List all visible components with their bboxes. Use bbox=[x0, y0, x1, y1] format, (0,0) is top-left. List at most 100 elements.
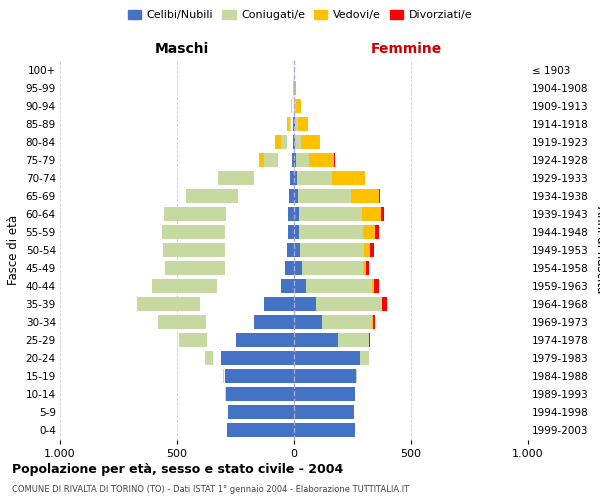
Bar bbox=[205, 350, 213, 366]
Bar bbox=[215, 224, 219, 240]
Bar bbox=[221, 350, 294, 366]
Bar bbox=[364, 242, 370, 258]
Bar bbox=[380, 206, 384, 222]
Bar bbox=[207, 278, 211, 293]
Bar bbox=[300, 242, 364, 258]
Bar bbox=[227, 422, 294, 438]
Bar bbox=[158, 314, 206, 330]
Bar bbox=[294, 296, 316, 312]
Bar bbox=[220, 224, 223, 240]
Bar bbox=[370, 242, 374, 258]
Bar bbox=[294, 170, 297, 186]
Bar bbox=[254, 314, 294, 330]
Bar bbox=[295, 98, 296, 114]
Bar bbox=[294, 242, 300, 258]
Bar bbox=[291, 98, 292, 114]
Bar bbox=[225, 368, 294, 384]
Bar bbox=[275, 134, 281, 150]
Bar bbox=[302, 260, 363, 276]
Bar bbox=[356, 368, 357, 384]
Bar bbox=[221, 242, 223, 258]
Bar bbox=[296, 152, 309, 168]
Bar bbox=[289, 116, 291, 132]
Bar bbox=[203, 314, 205, 330]
Bar bbox=[309, 152, 334, 168]
Bar bbox=[223, 368, 224, 384]
Bar bbox=[332, 170, 365, 186]
Bar bbox=[294, 350, 359, 366]
Bar bbox=[164, 206, 226, 222]
Bar bbox=[294, 368, 356, 384]
Bar bbox=[281, 134, 287, 150]
Bar bbox=[289, 188, 294, 204]
Bar bbox=[299, 206, 362, 222]
Bar bbox=[359, 350, 369, 366]
Bar bbox=[295, 80, 296, 96]
Bar bbox=[362, 206, 380, 222]
Bar bbox=[294, 404, 353, 419]
Bar bbox=[294, 332, 338, 347]
Bar bbox=[163, 242, 225, 258]
Bar bbox=[379, 188, 380, 204]
Bar bbox=[288, 206, 294, 222]
Bar bbox=[217, 206, 219, 222]
Bar bbox=[294, 116, 295, 132]
Text: COMUNE DI RIVALTA DI TORINO (TO) - Dati ISTAT 1° gennaio 2004 - Elaborazione TUT: COMUNE DI RIVALTA DI TORINO (TO) - Dati … bbox=[12, 486, 409, 494]
Bar bbox=[293, 134, 294, 150]
Bar bbox=[375, 224, 379, 240]
Y-axis label: Anni di nascita: Anni di nascita bbox=[595, 206, 600, 294]
Bar bbox=[179, 332, 208, 347]
Bar bbox=[295, 134, 301, 150]
Bar bbox=[294, 206, 299, 222]
Bar bbox=[284, 260, 294, 276]
Bar bbox=[288, 224, 294, 240]
Bar bbox=[295, 116, 298, 132]
Bar bbox=[187, 188, 238, 204]
Bar bbox=[322, 314, 373, 330]
Bar bbox=[224, 188, 231, 204]
Bar bbox=[229, 404, 294, 419]
Bar bbox=[193, 296, 196, 312]
Bar bbox=[287, 242, 294, 258]
Bar bbox=[294, 152, 296, 168]
Bar bbox=[294, 422, 355, 438]
Bar bbox=[162, 224, 225, 240]
Bar bbox=[281, 278, 294, 293]
Bar bbox=[233, 170, 244, 186]
Bar bbox=[217, 260, 220, 276]
Bar bbox=[264, 152, 278, 168]
Bar bbox=[294, 134, 295, 150]
Bar bbox=[373, 314, 375, 330]
Legend: Celibi/Nubili, Coniugati/e, Vedovi/e, Divorziati/e: Celibi/Nubili, Coniugati/e, Vedovi/e, Di… bbox=[124, 6, 476, 25]
Bar bbox=[294, 224, 299, 240]
Bar bbox=[306, 278, 373, 293]
Bar bbox=[217, 206, 221, 222]
Bar bbox=[294, 188, 298, 204]
Bar bbox=[296, 98, 301, 114]
Bar bbox=[364, 224, 375, 240]
Bar bbox=[294, 314, 322, 330]
Y-axis label: Fasce di età: Fasce di età bbox=[7, 215, 20, 285]
Bar bbox=[363, 260, 366, 276]
Bar bbox=[338, 332, 369, 347]
Bar bbox=[216, 242, 220, 258]
Bar bbox=[166, 260, 225, 276]
Bar bbox=[373, 278, 374, 293]
Bar bbox=[316, 296, 382, 312]
Text: Maschi: Maschi bbox=[155, 42, 209, 56]
Text: Femmine: Femmine bbox=[371, 42, 442, 56]
Bar bbox=[382, 296, 387, 312]
Bar bbox=[298, 116, 308, 132]
Bar bbox=[293, 116, 294, 132]
Bar bbox=[294, 386, 355, 402]
Bar bbox=[218, 170, 254, 186]
Bar bbox=[226, 386, 294, 402]
Bar bbox=[301, 134, 320, 150]
Bar bbox=[366, 260, 370, 276]
Bar bbox=[294, 278, 306, 293]
Bar bbox=[215, 278, 216, 293]
Bar bbox=[152, 278, 217, 293]
Bar bbox=[223, 260, 224, 276]
Bar bbox=[292, 152, 294, 168]
Bar bbox=[137, 296, 200, 312]
